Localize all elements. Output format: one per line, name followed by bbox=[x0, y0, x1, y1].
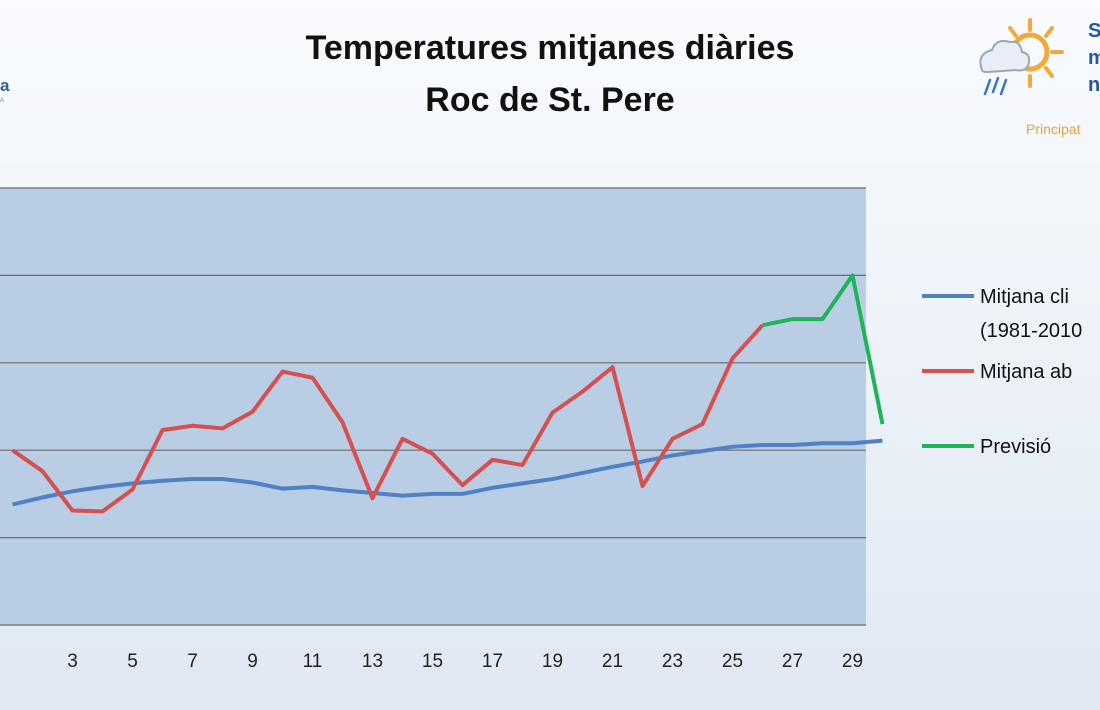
x-tick-label: 5 bbox=[127, 651, 138, 672]
x-axis-tick-labels: 3 5 7 9 11 13 15 17 19 21 23 25 27 29 bbox=[67, 651, 863, 672]
x-tick-label: 9 bbox=[247, 651, 258, 672]
series-line-forecast bbox=[762, 273, 885, 425]
legend-label-climatic: Mitjana cli bbox=[980, 286, 1069, 308]
plot-area bbox=[0, 188, 866, 625]
chart-title-line-2: Roc de St. Pere bbox=[425, 81, 675, 119]
series-line-climatic bbox=[12, 438, 883, 507]
x-tick-label: 13 bbox=[362, 651, 383, 672]
x-tick-label: 25 bbox=[722, 651, 743, 672]
x-tick-label: 3 bbox=[67, 651, 78, 672]
x-tick-label: 11 bbox=[303, 651, 323, 672]
x-tick-label: 27 bbox=[782, 651, 803, 672]
right-logo-subtext: Principat bbox=[1026, 121, 1081, 137]
right-logo-text: S m n bbox=[1088, 18, 1100, 99]
x-tick-label: 29 bbox=[842, 651, 863, 672]
x-tick-label: 19 bbox=[542, 651, 563, 672]
left-logo-subtext: A bbox=[0, 98, 5, 104]
legend-label-climatic: (1981-2010 bbox=[980, 320, 1082, 342]
x-tick-label: 21 bbox=[602, 651, 623, 672]
chart-title: Temperatures mitjanes diàries Roc de St.… bbox=[200, 22, 900, 126]
legend: Mitjana cli (1981-2010 Mitjana ab Previsió bbox=[922, 286, 1082, 458]
legend-label-observed: Mitjana ab bbox=[980, 361, 1072, 383]
right-logo-line-1: S bbox=[1088, 20, 1100, 42]
legend-label-forecast: Previsió bbox=[980, 436, 1051, 458]
sun-cloud-rain-icon bbox=[979, 18, 1064, 96]
x-tick-label: 23 bbox=[662, 651, 683, 672]
left-logo: a bbox=[0, 76, 10, 95]
x-tick-label: 15 bbox=[422, 651, 443, 672]
right-logo-line-3: n bbox=[1088, 74, 1100, 96]
x-tick-label: 17 bbox=[482, 651, 503, 672]
grid-lines bbox=[0, 187, 866, 626]
series-line-observed bbox=[11, 323, 764, 514]
series-lines bbox=[11, 273, 885, 514]
x-tick-label: 7 bbox=[187, 651, 198, 672]
right-logo-line-2: m bbox=[1088, 47, 1100, 69]
chart-title-line-1: Temperatures mitjanes diàries bbox=[305, 29, 795, 67]
